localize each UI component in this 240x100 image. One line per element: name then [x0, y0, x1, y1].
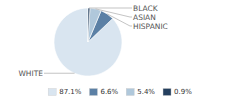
legend-label: 87.1% — [59, 88, 82, 96]
legend-label: 6.6% — [100, 88, 118, 96]
pie — [54, 8, 122, 76]
legend-label: 0.9% — [174, 88, 192, 96]
legend-swatch — [163, 89, 171, 96]
leader-line — [44, 73, 75, 74]
legend-swatch — [89, 89, 97, 96]
pie-slice — [54, 8, 122, 76]
chart: BLACKASIANHISPANIC WHITE 87.1% 6.6% 5.4% 0.9% — [0, 0, 240, 100]
leader-line — [89, 8, 132, 9]
slice-label: BLACK — [133, 4, 159, 13]
legend-swatch — [126, 89, 134, 96]
slice-label: ASIAN — [133, 13, 156, 22]
slice-label: HISPANIC — [133, 22, 168, 31]
legend: 87.1% 6.6% 5.4% 0.9% — [48, 88, 192, 96]
pie-slice — [88, 8, 101, 42]
legend-swatch — [48, 89, 56, 96]
legend-label: 5.4% — [137, 88, 155, 96]
pie-slice — [88, 8, 90, 42]
slice-label: WHITE — [18, 69, 43, 78]
leader-line — [96, 9, 132, 17]
annotations: BLACKASIANHISPANIC WHITE — [18, 4, 167, 78]
leader-line — [107, 14, 132, 26]
